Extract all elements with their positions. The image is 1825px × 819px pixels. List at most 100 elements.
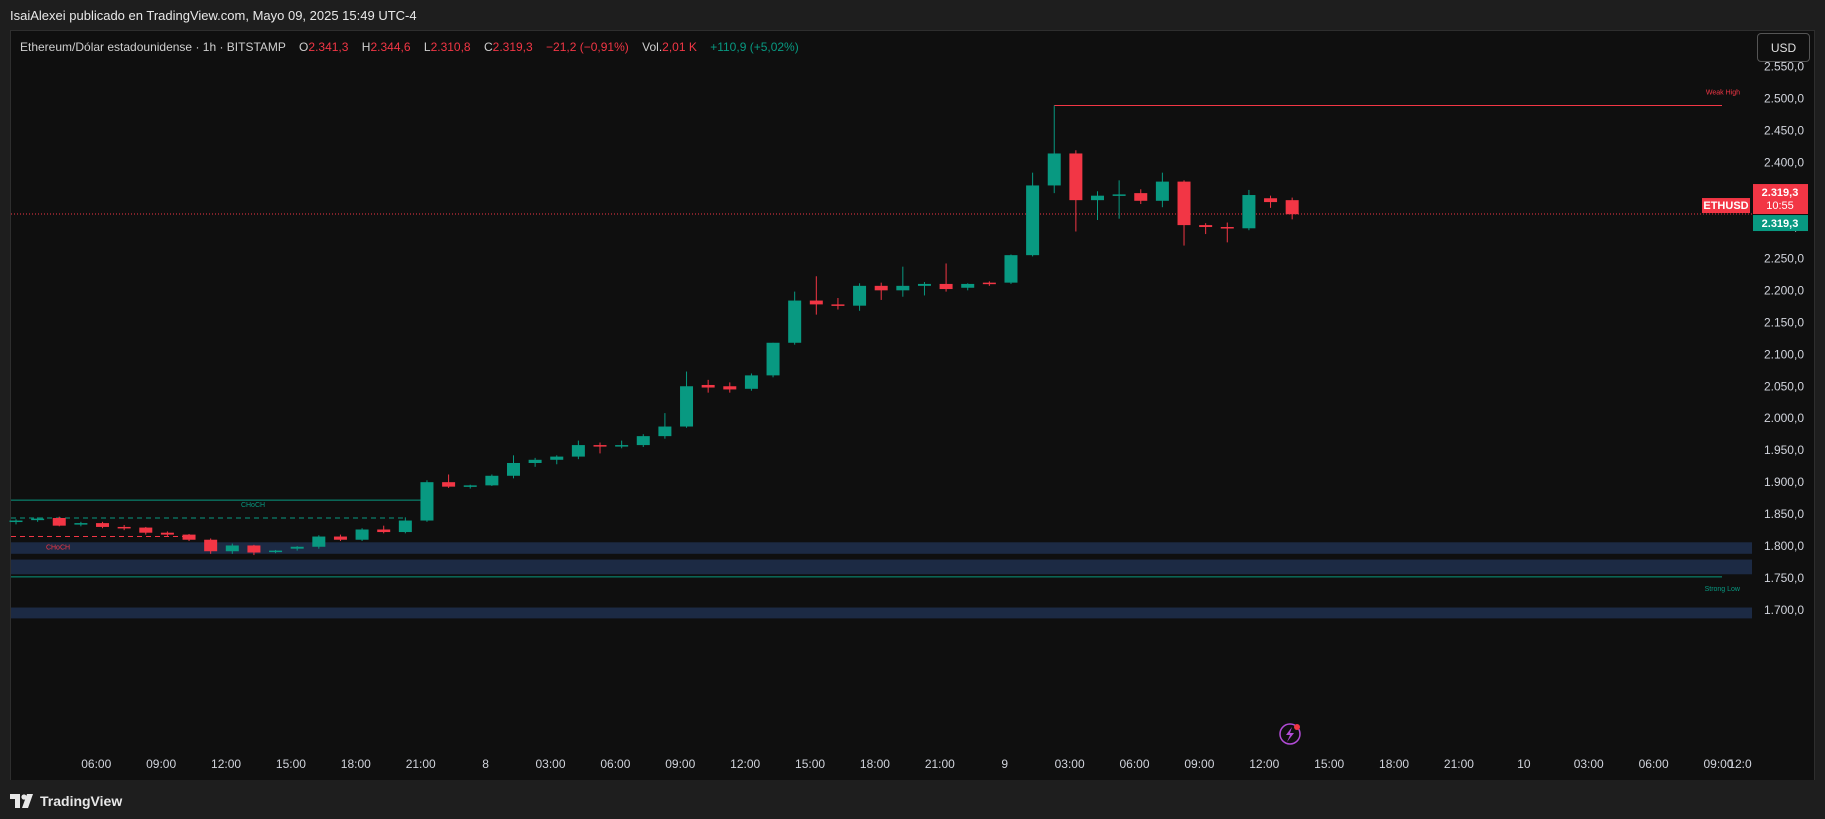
symbol-legend: Ethereum/Dólar estadounidense · 1h · BIT… (20, 40, 799, 54)
x-tick-label: 12:00 (1249, 757, 1279, 771)
symbol-tag-box (1702, 198, 1750, 214)
volume-change: +110,9 (+5,02%) (710, 40, 799, 54)
candle-22 (485, 475, 499, 486)
candle-32 (701, 384, 715, 388)
x-tick-label: 15:00 (1314, 757, 1344, 771)
candle-53 (1155, 181, 1169, 201)
low-label: L (423, 40, 431, 54)
x-tick-label: 8 (482, 757, 489, 771)
candle-36 (788, 300, 802, 343)
symbol-tag: ETHUSD (1703, 200, 1748, 212)
x-tick-label: 15:00 (276, 757, 306, 771)
countdown-tag: 10:55 (1766, 200, 1794, 212)
candle-37 (809, 300, 823, 305)
candle-9 (204, 539, 218, 552)
x-tick-label: 09:00 (1184, 757, 1214, 771)
candle-38 (831, 304, 845, 306)
candle-11 (247, 545, 261, 553)
choch-up-label: CHoCH (241, 502, 265, 509)
x-tick-label: 09:00 (146, 757, 176, 771)
candle-29 (636, 436, 650, 446)
y-tick-label: 2.500,0 (1764, 91, 1804, 105)
strong-low-label: Strong Low (1705, 586, 1741, 593)
tradingview-logo[interactable]: TradingView (10, 793, 122, 809)
x-tick-label: 12:00 (211, 757, 241, 771)
candle-30 (658, 426, 672, 437)
candle-13 (290, 546, 304, 549)
y-tick-label: 2.050,0 (1764, 379, 1804, 393)
candle-20 (442, 482, 456, 487)
y-tick-label: 1.700,0 (1764, 603, 1804, 617)
candle-19 (420, 482, 434, 521)
x-tick-label: 18:00 (860, 757, 890, 771)
candle-8 (182, 534, 196, 540)
candle-43 (939, 283, 953, 290)
candle-18 (398, 520, 412, 533)
candle-2 (52, 517, 66, 526)
candle-57 (1242, 195, 1256, 229)
y-tick-label: 2.150,0 (1764, 315, 1804, 329)
candle-31 (680, 386, 694, 427)
y-tick-label: 2.200,0 (1764, 283, 1804, 297)
candle-10 (225, 545, 239, 552)
x-tick-label: 06:00 (1639, 757, 1669, 771)
current-price-tag-box (1753, 215, 1808, 232)
y-tick-label: 2.000,0 (1764, 411, 1804, 425)
candle-28 (615, 445, 629, 447)
candle-49 (1069, 153, 1083, 201)
x-tick-label: 21:00 (925, 757, 955, 771)
symbol-title[interactable]: Ethereum/Dólar estadounidense · 1h · BIT… (20, 40, 286, 54)
zone-2 (11, 559, 1752, 575)
x-tick-label: 06:00 (1119, 757, 1149, 771)
candle-55 (1199, 225, 1213, 228)
volume-value: 2,01 K (662, 40, 697, 54)
candle-1 (31, 518, 45, 521)
x-tick-label-partial: 12:0 (1728, 757, 1752, 771)
y-tick-label: 2.400,0 (1764, 155, 1804, 169)
footer-bar (0, 780, 1825, 819)
candle-47 (1026, 185, 1040, 256)
candle-52 (1134, 193, 1148, 201)
close-label: C (483, 40, 493, 54)
candle-58 (1264, 198, 1278, 203)
candle-5 (117, 526, 131, 529)
x-tick-label: 03:00 (535, 757, 565, 771)
low-value: 2.310,8 (430, 40, 471, 54)
chart-frame[interactable] (10, 30, 1815, 782)
x-tick-label: 9 (1001, 757, 1008, 771)
y-tick-label: 2.550,0 (1764, 60, 1804, 74)
candle-16 (355, 529, 369, 540)
zone-1 (11, 542, 1752, 554)
close-value: 2.319,3 (492, 40, 533, 54)
candle-0 (9, 520, 23, 523)
x-tick-label: 09:00 (665, 757, 695, 771)
y-tick-label: 2.450,0 (1764, 123, 1804, 137)
candle-35 (766, 342, 780, 376)
candle-40 (874, 285, 888, 291)
candle-42 (917, 283, 931, 286)
y-tick-label: 2.250,0 (1764, 251, 1804, 265)
candle-45 (982, 282, 996, 285)
x-tick-label: 06:00 (81, 757, 111, 771)
candle-12 (269, 550, 283, 553)
volume-label: Vol. (642, 40, 663, 54)
lightning-icon[interactable] (1279, 723, 1301, 745)
x-tick-label: 21:00 (1444, 757, 1474, 771)
tradingview-logo-icon (10, 794, 33, 808)
y-tick-label: 1.750,0 (1764, 571, 1804, 585)
candle-34 (744, 375, 758, 389)
candle-25 (550, 456, 564, 460)
candle-56 (1220, 227, 1234, 229)
candle-46 (1004, 255, 1018, 283)
currency-button[interactable]: USD (1757, 33, 1810, 62)
last-price-tag: 2.319,3 (1762, 187, 1799, 199)
change-value: −21,2 (−0,91%) (546, 40, 629, 54)
candle-51 (1112, 194, 1126, 196)
y-tick-label: 1.800,0 (1764, 539, 1804, 553)
x-tick-label: 12:00 (730, 757, 760, 771)
candle-14 (312, 536, 326, 547)
candle-44 (961, 283, 975, 288)
x-tick-label: 03:00 (1055, 757, 1085, 771)
candle-39 (853, 285, 867, 306)
